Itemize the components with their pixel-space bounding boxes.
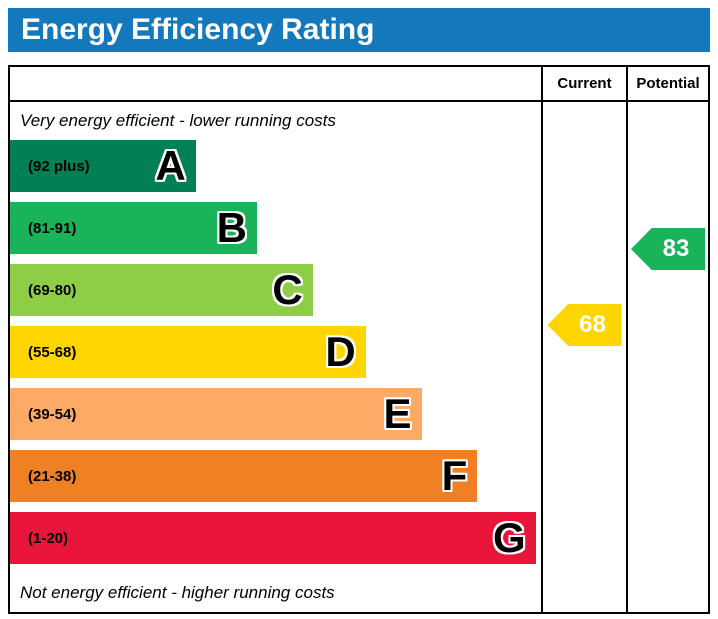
band-c-range: (69-80) bbox=[28, 281, 77, 299]
top-note: Very energy efficient - lower running co… bbox=[20, 111, 336, 130]
band-g-bar: (1-20) G bbox=[10, 512, 536, 564]
band-b: (81-91) B bbox=[10, 202, 541, 264]
band-d-letter: D bbox=[325, 328, 356, 375]
current-column-header: Current bbox=[541, 67, 626, 102]
potential-rating-arrow: 83 bbox=[631, 228, 705, 270]
band-a: (92 plus) A bbox=[10, 140, 541, 202]
band-g-range: (1-20) bbox=[28, 529, 69, 547]
current-rating-value: 68 bbox=[579, 311, 606, 338]
rating-column-header bbox=[10, 67, 541, 102]
band-c-bar: (69-80) C bbox=[10, 264, 313, 316]
current-column: 68 bbox=[541, 102, 626, 612]
band-f-letter: F bbox=[441, 452, 468, 499]
band-b-range: (81-91) bbox=[28, 219, 77, 237]
band-c: (69-80) C bbox=[10, 264, 541, 326]
band-d-range: (55-68) bbox=[28, 343, 77, 361]
band-d-bar: (55-68) D bbox=[10, 326, 366, 378]
title-bar: Energy Efficiency Rating bbox=[8, 8, 710, 52]
band-d: (55-68) D bbox=[10, 326, 541, 388]
band-a-range: (92 plus) bbox=[28, 157, 90, 175]
epc-chart: Current Potential Very energy efficient … bbox=[8, 65, 710, 614]
band-e-bar: (39-54) E bbox=[10, 388, 422, 440]
band-f-bar: (21-38) F bbox=[10, 450, 478, 502]
current-rating-arrow: 68 bbox=[547, 304, 622, 346]
band-a-letter: A bbox=[155, 142, 186, 189]
band-b-letter: B bbox=[216, 204, 247, 251]
bands-column: Very energy efficient - lower running co… bbox=[10, 102, 541, 612]
potential-rating-value: 83 bbox=[662, 235, 690, 262]
potential-column-header: Potential bbox=[626, 67, 708, 102]
band-g: (1-20) G bbox=[10, 512, 541, 574]
band-e: (39-54) E bbox=[10, 388, 541, 450]
potential-column: 83 bbox=[626, 102, 708, 612]
band-f-range: (21-38) bbox=[28, 467, 77, 485]
band-a-bar: (92 plus) A bbox=[10, 140, 196, 192]
band-b-bar: (81-91) B bbox=[10, 202, 257, 254]
band-g-letter: G bbox=[493, 514, 526, 561]
band-c-letter: C bbox=[272, 266, 303, 313]
band-e-letter: E bbox=[383, 390, 412, 437]
band-e-range: (39-54) bbox=[28, 405, 77, 423]
band-f: (21-38) F bbox=[10, 450, 541, 512]
bottom-note: Not energy efficient - higher running co… bbox=[20, 583, 335, 602]
page-title: Energy Efficiency Rating bbox=[21, 13, 375, 46]
